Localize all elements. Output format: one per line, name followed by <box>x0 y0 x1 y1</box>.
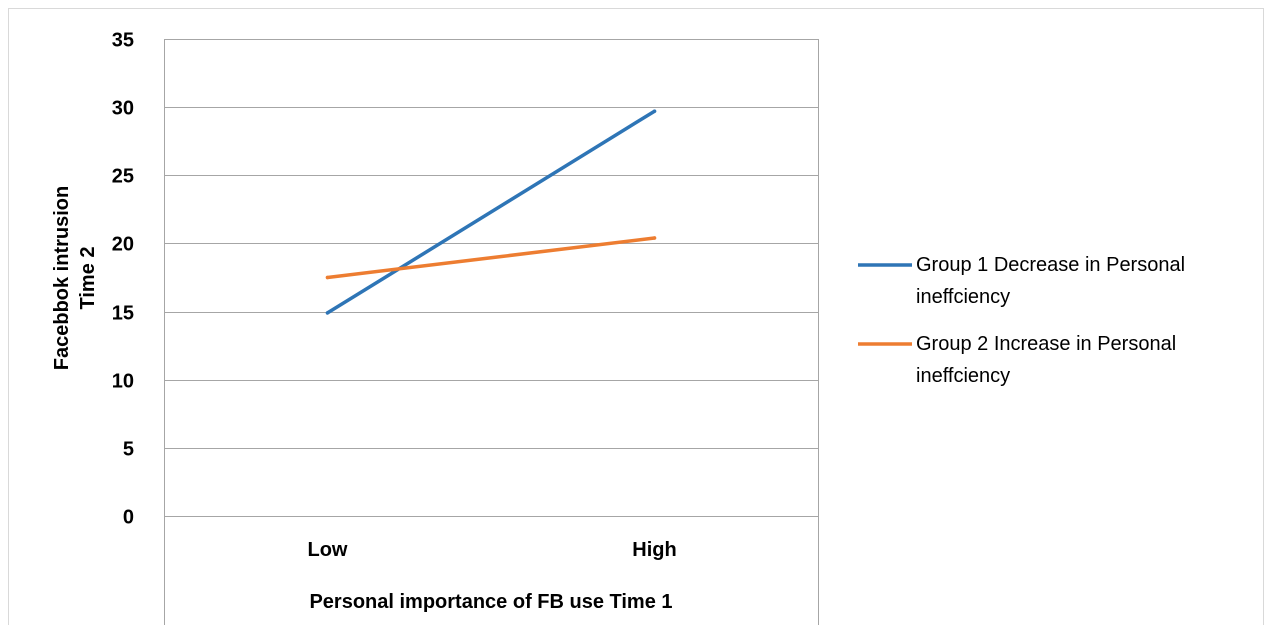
legend-label-group-1-line-1: Group 1 Decrease in Personal <box>916 254 1185 276</box>
y-tick-label: 10 <box>112 371 134 393</box>
legend-label-group-1-line-2: ineffciency <box>916 286 1010 308</box>
data-point-group-2 <box>325 275 330 280</box>
data-point-group-1 <box>325 311 330 315</box>
data-point-group-1 <box>652 109 657 113</box>
y-tick-label: 20 <box>112 234 134 256</box>
chart-border <box>8 8 1264 629</box>
y-axis-title-line-1: Facebbok intrusion <box>51 186 73 370</box>
legend-label-group-2-line-2: ineffciency <box>916 365 1010 387</box>
data-point-group-2 <box>652 236 657 240</box>
y-tick-label: 0 <box>123 507 134 529</box>
legend-item-group-2: Group 2 Increase in Personal ineffciency <box>858 333 1176 387</box>
x-tick-label: Low <box>308 539 348 561</box>
axis-labels: 0 5 10 15 20 25 30 35 Low High <box>112 30 677 562</box>
y-tick-label: 5 <box>123 439 134 461</box>
gridlines <box>164 39 818 517</box>
y-tick-label: 25 <box>112 166 134 188</box>
series-line-group-2 <box>325 236 657 280</box>
y-axis-title-line-2: Time 2 <box>77 247 99 310</box>
y-tick-label: 15 <box>112 303 134 325</box>
legend-label-group-2-line-1: Group 2 Increase in Personal <box>916 333 1176 355</box>
axes <box>164 39 819 625</box>
x-tick-label: High <box>632 539 676 561</box>
legend: Group 1 Decrease in Personal ineffciency… <box>858 254 1185 387</box>
x-axis-title: Personal importance of FB use Time 1 <box>309 591 672 613</box>
series-lines <box>325 109 657 315</box>
y-tick-label: 35 <box>112 30 134 52</box>
series-line-group-1 <box>325 109 657 315</box>
legend-item-group-1: Group 1 Decrease in Personal ineffciency <box>858 254 1185 308</box>
y-tick-label: 30 <box>112 98 134 120</box>
